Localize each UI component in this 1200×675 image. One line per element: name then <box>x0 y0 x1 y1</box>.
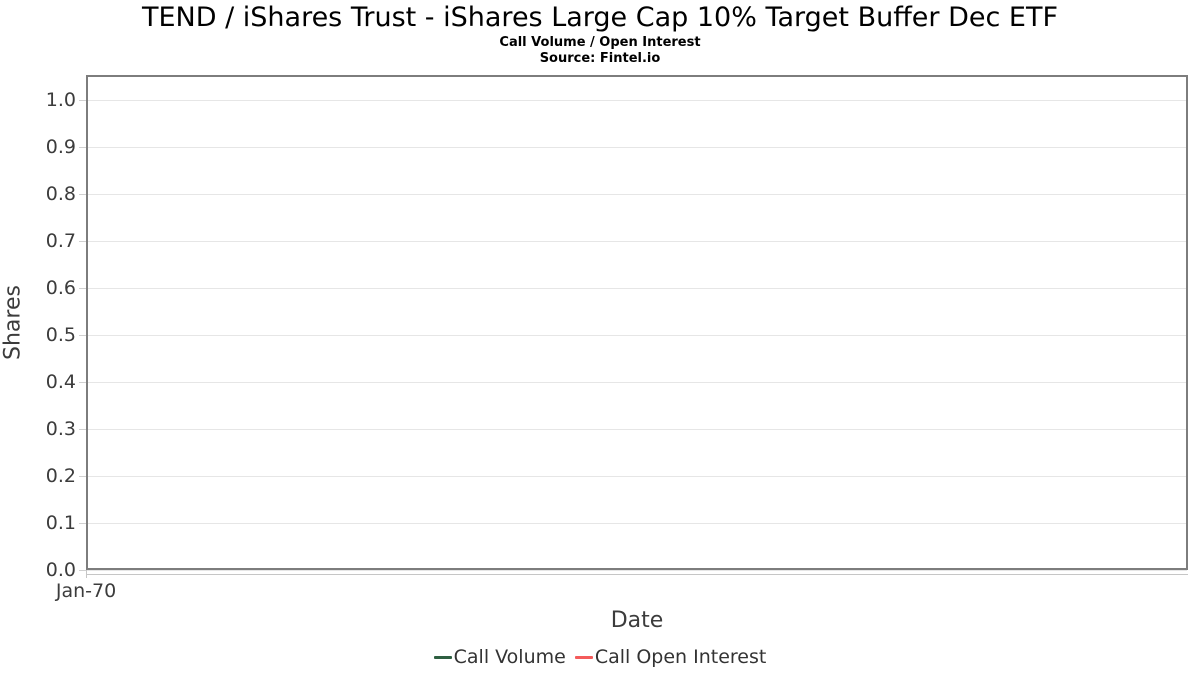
x-axis-label: Date <box>610 608 664 633</box>
y-tick-mark <box>79 100 86 101</box>
y-gridline <box>87 475 1187 477</box>
y-tick-mark <box>79 288 86 289</box>
y-tick-mark <box>79 523 86 524</box>
y-gridline <box>87 240 1187 242</box>
chart-source-label: Source: Fintel.io <box>539 51 661 66</box>
y-gridline <box>87 334 1187 336</box>
legend-label-call-volume: Call Volume <box>453 646 566 668</box>
y-gridline <box>87 287 1187 289</box>
y-tick-label: 1.0 <box>45 89 76 111</box>
call-open-interest-line-icon <box>574 655 593 659</box>
y-tick-mark <box>79 241 86 242</box>
y-tick-label: 0.5 <box>45 324 76 346</box>
y-gridline <box>87 522 1187 524</box>
x-axis-line <box>86 574 1188 575</box>
y-tick-mark <box>79 335 86 336</box>
y-gridline <box>87 569 1187 571</box>
y-tick-label: 0.3 <box>45 418 76 440</box>
y-tick-label: 0.2 <box>45 465 76 487</box>
legend-item-call-volume[interactable]: Call Volume <box>433 646 566 668</box>
y-gridline <box>87 428 1187 430</box>
x-tick-label: Jan-70 <box>55 580 117 602</box>
y-tick-label: 0.0 <box>45 559 76 581</box>
legend-item-call-open-interest[interactable]: Call Open Interest <box>574 646 767 668</box>
y-tick-mark <box>79 570 86 571</box>
y-gridline <box>87 146 1187 148</box>
y-tick-mark <box>79 476 86 477</box>
y-gridline <box>87 381 1187 383</box>
y-gridline <box>87 193 1187 195</box>
y-tick-mark <box>79 147 86 148</box>
y-gridline <box>87 99 1187 101</box>
y-tick-label: 0.9 <box>45 136 76 158</box>
call-volume-line-icon <box>433 655 452 659</box>
y-tick-label: 0.7 <box>45 230 76 252</box>
chart-title: TEND / iShares Trust - iShares Large Cap… <box>141 2 1059 33</box>
y-tick-label: 0.4 <box>45 371 76 393</box>
legend: Call Volume Call Open Interest <box>0 646 1200 668</box>
y-tick-label: 0.1 <box>45 512 76 534</box>
plot-area[interactable] <box>86 75 1188 570</box>
y-tick-label: 0.6 <box>45 277 76 299</box>
y-tick-mark <box>79 194 86 195</box>
y-tick-label: 0.8 <box>45 183 76 205</box>
x-tick-mark <box>86 570 87 578</box>
y-tick-mark <box>79 429 86 430</box>
chart-subtitle: Call Volume / Open Interest <box>499 35 701 50</box>
y-tick-mark <box>79 382 86 383</box>
legend-label-call-open-interest: Call Open Interest <box>594 646 767 668</box>
